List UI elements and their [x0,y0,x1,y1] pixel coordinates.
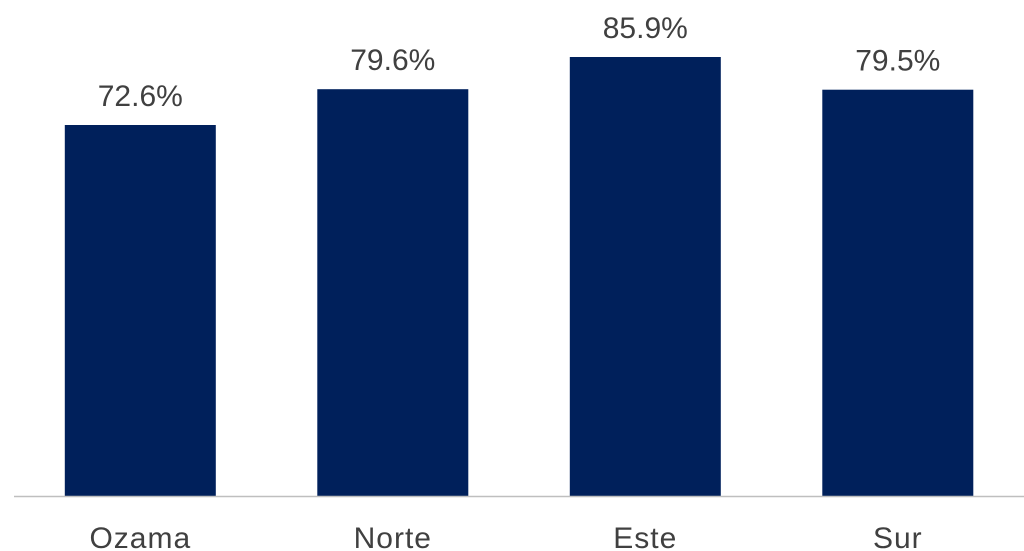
category-label-norte: Norte [354,522,432,551]
bar-este [569,57,721,496]
category-label-este: Este [613,522,677,551]
category-labels-group: Ozama Norte Este Sur [89,522,923,551]
data-label-ozama: 72.6% [98,80,183,113]
data-label-sur: 79.5% [855,45,940,78]
category-label-ozama: Ozama [89,522,191,551]
data-label-norte: 79.6% [350,44,435,77]
bars-group [64,57,974,496]
category-label-sur: Sur [873,522,923,551]
bar-norte [317,89,469,496]
bar-ozama [64,125,216,496]
data-labels-group: 72.6% 79.6% 85.9% 79.5% [98,12,941,113]
data-label-este: 85.9% [603,12,688,45]
bar-sur [822,89,974,496]
